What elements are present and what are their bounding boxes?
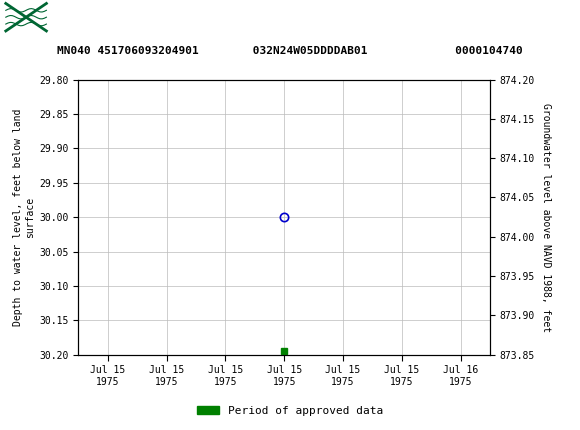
Legend: Period of approved data: Period of approved data: [193, 401, 387, 420]
FancyBboxPatch shape: [6, 3, 46, 31]
Text: USGS: USGS: [58, 8, 118, 27]
Y-axis label: Groundwater level above NAVD 1988, feet: Groundwater level above NAVD 1988, feet: [541, 103, 550, 332]
Text: MN040 451706093204901        032N24W05DDDDAB01             0000104740: MN040 451706093204901 032N24W05DDDDAB01 …: [57, 46, 523, 55]
Y-axis label: Depth to water level, feet below land
surface: Depth to water level, feet below land su…: [13, 108, 35, 326]
